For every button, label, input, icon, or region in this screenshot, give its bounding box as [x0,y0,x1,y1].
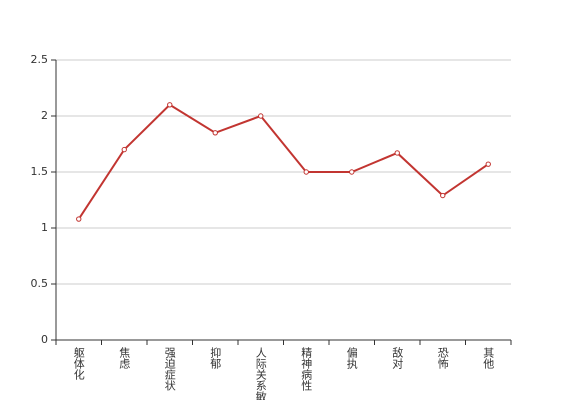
y-tick-label: 2 [41,109,48,122]
point [394,150,400,156]
point [258,113,264,119]
point [212,130,218,136]
x-tick-label: 强迫症状 [163,347,176,391]
x-tick-label: 抑郁 [209,346,222,369]
line [77,103,489,220]
point [76,216,82,222]
y-tick-label: 0.5 [31,277,49,290]
x-tick-label: 其他 [482,347,495,369]
x-tick-label: 躯体化 [72,347,85,381]
y-tick-label: 0 [41,333,48,346]
x-tick-label: 偏执 [345,346,358,370]
x-tick-label: 焦虑 [118,347,131,369]
x-tick-label: 恐怖 [436,347,449,369]
point [121,146,127,153]
point [440,192,446,199]
point [303,169,309,175]
x-tick-label: 精神病性 [300,347,313,392]
y-tick-label: 2.5 [31,53,49,66]
point [485,161,491,167]
point [167,102,173,108]
x-tick-label: 敌对 [391,346,404,369]
y-tick-label: 1.5 [31,165,49,178]
y-tick-label: 1 [41,221,48,234]
x-tick-label: 人际关系敏感 [254,347,267,400]
point [349,169,355,175]
